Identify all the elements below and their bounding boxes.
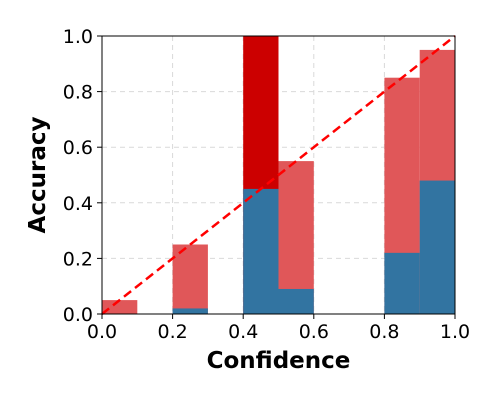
output-bar	[384, 252, 420, 314]
x-tick-label: 1.0	[440, 321, 470, 343]
output-bar	[419, 180, 455, 314]
y-tick-label: 0.6	[63, 137, 93, 159]
gap-bar	[172, 244, 208, 314]
x-tick-label: 0.2	[157, 321, 187, 343]
x-axis-label: Confidence	[207, 348, 351, 374]
x-tick-label: 0.0	[87, 321, 117, 343]
y-tick-label: 0.4	[63, 193, 93, 215]
y-tick-label: 0.8	[63, 82, 93, 104]
tick-layer: 0.0 0.2 0.4 0.6 0.8 1.0 0.0 0.2 0.4 0.6 0.8 1.0	[63, 26, 470, 343]
perfect-calibration-line	[101, 35, 456, 315]
y-tick-label: 0.2	[63, 248, 93, 270]
y-axis-label: Accuracy	[25, 117, 51, 234]
plot-frame	[101, 35, 456, 315]
output-bar	[172, 308, 208, 314]
x-tick-label: 0.8	[369, 321, 399, 343]
y-tick-label: 1.0	[63, 26, 93, 48]
output-bar	[243, 188, 279, 314]
reference-line-layer	[101, 35, 456, 315]
output-bars	[172, 180, 455, 314]
x-tick-label: 0.4	[228, 321, 258, 343]
y-tick-label: 0.0	[63, 304, 93, 326]
gap-bar	[102, 300, 138, 314]
x-tick-label: 0.6	[299, 321, 329, 343]
gap-bar	[278, 161, 314, 314]
output-bar	[278, 288, 314, 314]
